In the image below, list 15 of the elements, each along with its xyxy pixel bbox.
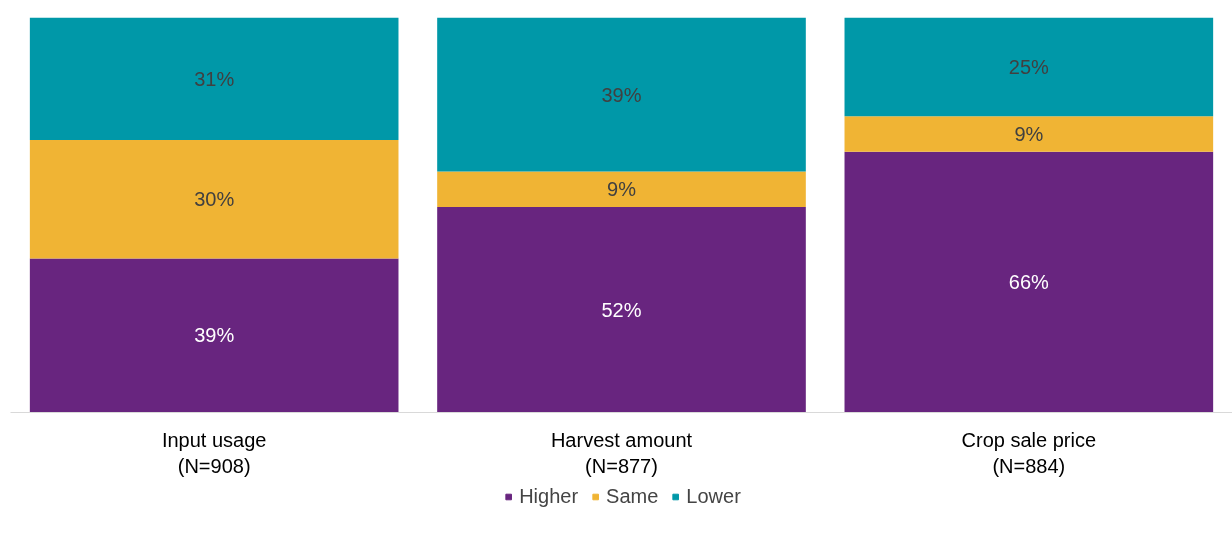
x-tick-label: Input usage (N=908) (161, 428, 267, 477)
data-label: 9% (1014, 123, 1044, 146)
data-label: 39% (601, 83, 642, 106)
x-tick-label: Harvest amount (N=877) (550, 428, 693, 477)
data-label: 39% (194, 324, 235, 347)
legend-label: Lower (686, 484, 741, 508)
data-label: 52% (601, 298, 642, 321)
legend-label: Higher (519, 484, 579, 508)
data-label: 30% (194, 188, 235, 211)
data-label: 31% (194, 67, 235, 90)
data-label: 25% (1008, 55, 1050, 78)
data-label: 9% (607, 178, 637, 201)
data-label: 66% (1008, 271, 1050, 294)
legend-label: Same (606, 484, 659, 508)
x-tick-label: Crop sale price (N=884) (961, 428, 1097, 477)
